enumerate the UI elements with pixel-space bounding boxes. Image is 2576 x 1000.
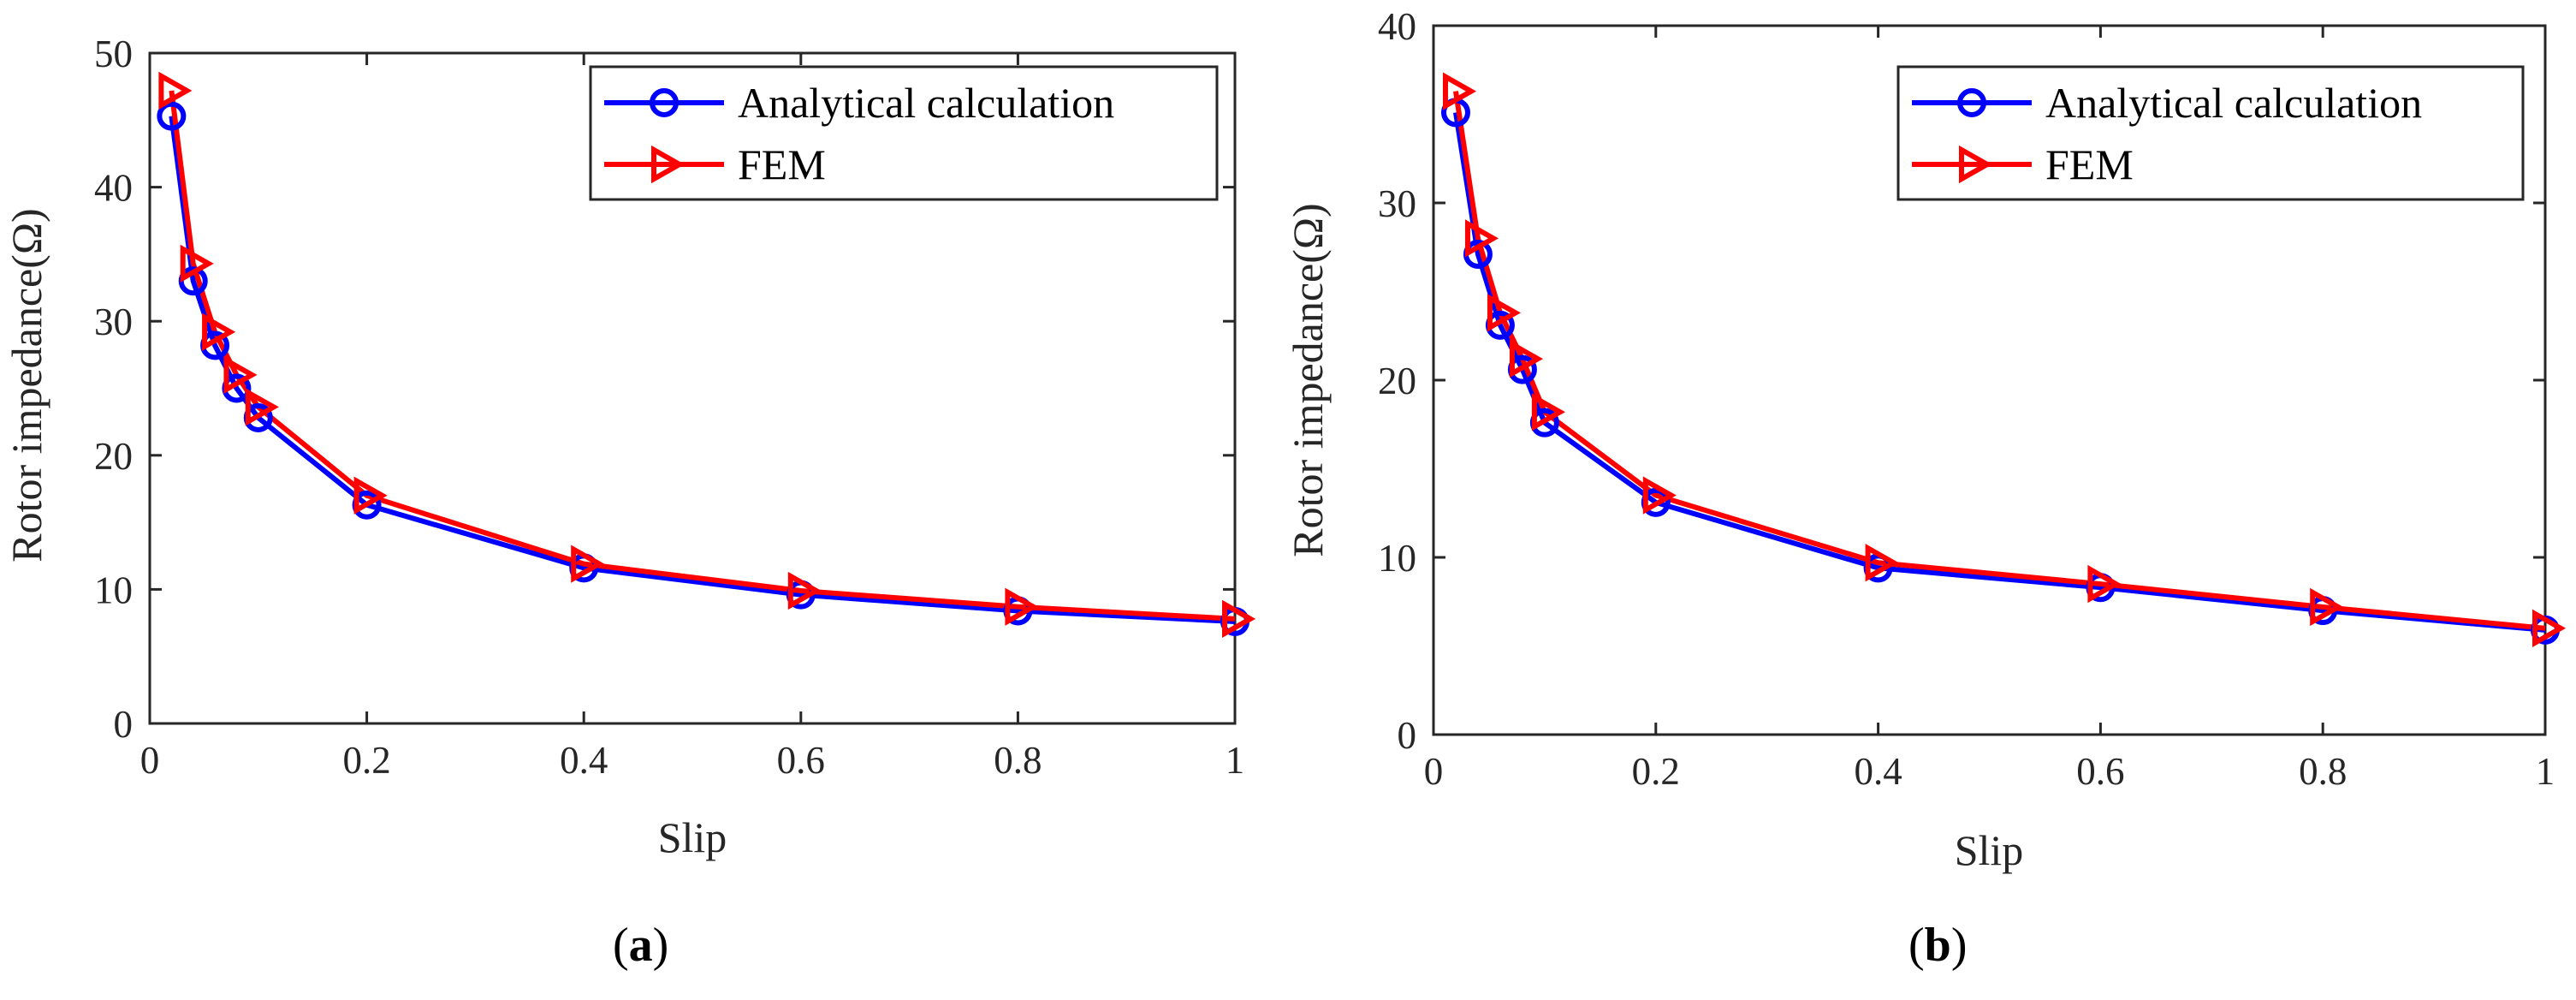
x-tick-label: 0.8 <box>994 739 1042 782</box>
legend-marker-circle-icon <box>1957 88 1986 117</box>
legend-label: Analytical calculation <box>2045 79 2422 127</box>
data-point-fem <box>202 312 236 351</box>
x-tick-label: 0.8 <box>2299 750 2347 793</box>
data-point-fem <box>1509 340 1544 378</box>
x-tick-label: 0.6 <box>2076 750 2124 793</box>
data-point-fem <box>1442 72 1477 110</box>
legend-label: FEM <box>2045 140 2134 188</box>
legend-marker-triangle-icon <box>1959 145 1993 184</box>
data-point-fem <box>571 545 605 583</box>
caption-close-paren: ) <box>653 919 669 972</box>
legend-label: FEM <box>738 140 826 188</box>
data-point-fem <box>223 355 258 394</box>
legend-marker-circle-icon <box>650 88 679 117</box>
legend-box <box>1896 65 2525 201</box>
series-line-fem <box>1453 91 2546 631</box>
data-point-fem <box>1642 476 1677 515</box>
y-axis-label: Rotor impedance(Ω) <box>1284 203 1332 557</box>
y-tick-label: 20 <box>94 435 133 478</box>
data-point-fem <box>1865 544 1899 582</box>
plot-area-frame <box>148 51 1237 725</box>
y-tick-label: 10 <box>94 568 133 611</box>
x-tick-label: 0.6 <box>777 739 825 782</box>
y-axis-label: Rotor impedance(Ω) <box>3 208 50 562</box>
series-line-analytical <box>169 116 1236 624</box>
x-tick-label: 0 <box>140 739 160 782</box>
data-point-fem <box>180 244 214 283</box>
data-point-analytical <box>157 101 187 131</box>
x-tick-label: 1 <box>1226 739 1245 782</box>
panel-caption: (b) <box>1908 919 1967 972</box>
panel-caption: (a) <box>613 919 668 972</box>
y-tick-label: 20 <box>1378 360 1416 402</box>
data-point-fem <box>2310 587 2344 627</box>
x-tick-label: 1 <box>2536 750 2555 793</box>
data-point-fem <box>158 71 193 110</box>
caption-open-paren: ( <box>1908 919 1925 972</box>
x-tick-label: 0 <box>1424 750 1444 793</box>
x-tick-label: 0.4 <box>1854 750 1902 793</box>
y-tick-label: 30 <box>1378 182 1416 225</box>
y-tick-label: 0 <box>1398 714 1417 757</box>
data-point-fem <box>2532 609 2567 647</box>
legend-marker-triangle-icon <box>651 145 686 184</box>
caption-open-paren: ( <box>613 919 629 972</box>
data-point-fem <box>245 388 279 426</box>
data-point-fem <box>1222 599 1256 639</box>
data-point-fem <box>1464 219 1499 258</box>
data-point-fem <box>787 571 822 610</box>
caption-letter: a <box>629 919 653 972</box>
y-tick-label: 50 <box>94 33 133 75</box>
x-axis-label: Slip <box>658 813 727 861</box>
y-tick-label: 30 <box>94 301 133 343</box>
x-tick-label: 0.2 <box>1632 750 1680 793</box>
y-tick-label: 40 <box>94 167 133 210</box>
legend-box <box>589 65 1219 201</box>
series-line-fem <box>169 90 1236 622</box>
x-tick-label: 0.2 <box>342 739 390 782</box>
caption-close-paren: ) <box>1951 919 1968 972</box>
y-tick-label: 40 <box>1378 5 1416 48</box>
x-axis-label: Slip <box>1955 826 2024 874</box>
data-point-fem <box>1005 587 1039 626</box>
data-point-fem <box>2087 564 2122 604</box>
data-point-fem <box>1487 294 1522 332</box>
x-tick-label: 0.4 <box>560 739 608 782</box>
data-point-fem <box>1531 393 1565 432</box>
y-tick-label: 10 <box>1378 537 1416 580</box>
y-tick-label: 0 <box>114 703 134 746</box>
legend-label: Analytical calculation <box>738 79 1114 127</box>
series-line-analytical <box>1453 111 2546 633</box>
data-point-fem <box>353 476 388 515</box>
caption-letter: b <box>1925 919 1951 972</box>
